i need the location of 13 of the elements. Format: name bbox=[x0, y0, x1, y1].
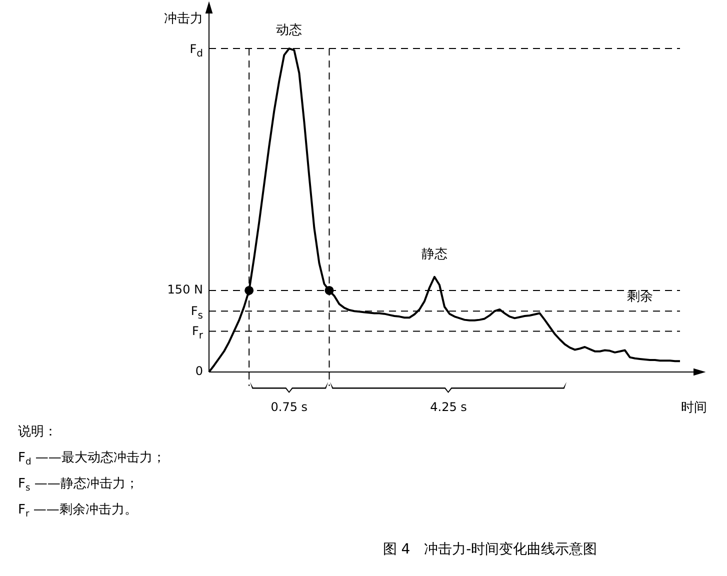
x-axis-title: 时间 bbox=[681, 400, 707, 416]
y-tick-label: F$_{r}$ bbox=[192, 324, 203, 344]
y-tick-label: 0 bbox=[195, 364, 203, 378]
y-axis-title: 冲击力 bbox=[164, 12, 203, 27]
annotation: 静态 bbox=[421, 247, 448, 262]
text: 4.25 s bbox=[430, 400, 467, 414]
text: 0.75 s bbox=[270, 400, 308, 414]
y-tick-label: F$_{d}$ bbox=[190, 42, 203, 61]
annotation: 动态 bbox=[276, 22, 302, 38]
y-tick-label: 150 N bbox=[167, 282, 203, 297]
text: 图 4 冲击力-时间变化曲线示意图 bbox=[382, 542, 598, 558]
text: 说明： bbox=[18, 424, 57, 440]
y-tick-label: F$_{s}$ bbox=[190, 304, 203, 324]
